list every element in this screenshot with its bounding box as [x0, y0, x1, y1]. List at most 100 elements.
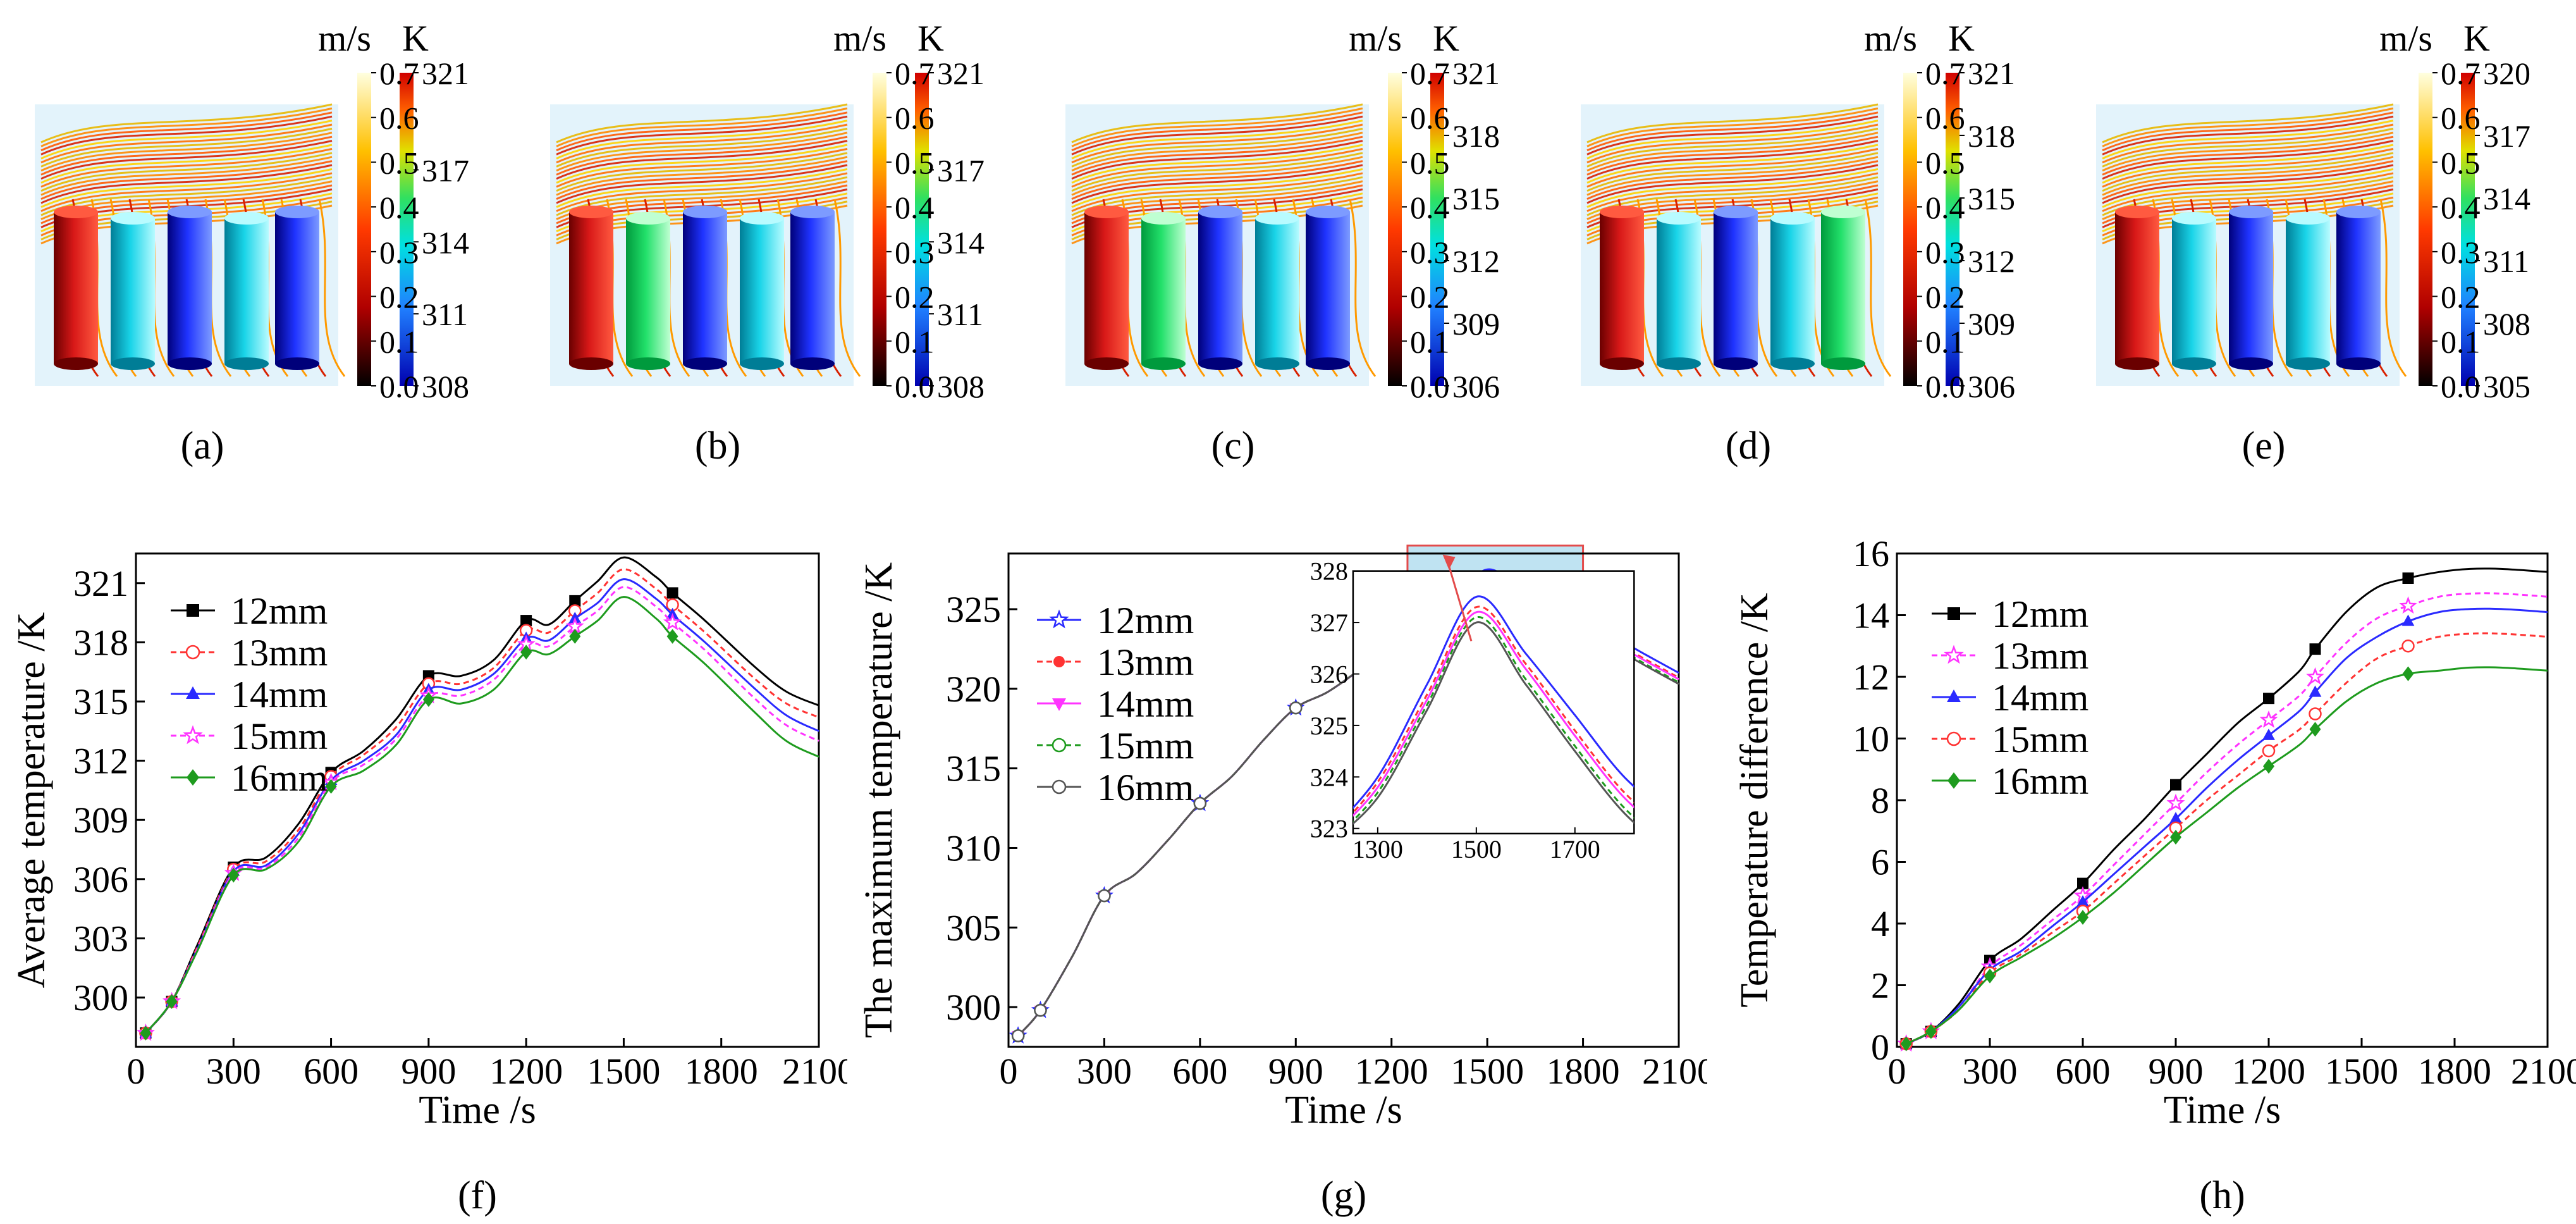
streamline	[2102, 152, 2394, 192]
series-line	[1906, 666, 2548, 1045]
battery-cell-bottom	[111, 357, 155, 370]
streamline	[1071, 156, 1363, 196]
battery-cell-top	[1657, 212, 1701, 225]
data-point	[2076, 895, 2089, 907]
battery-cell-top	[2172, 212, 2216, 225]
velocity-tick-label: 0.5	[895, 145, 935, 180]
battery-cell-bottom	[224, 357, 269, 370]
data-point	[2169, 812, 2182, 824]
series-line	[145, 556, 819, 1034]
streamline	[1586, 172, 1879, 213]
data-point	[1193, 796, 1207, 810]
streamline	[2102, 140, 2394, 180]
data-point	[2402, 666, 2414, 681]
inset-y-tick-label: 323	[1310, 815, 1348, 843]
streamline	[40, 144, 333, 184]
battery-cell	[111, 218, 155, 364]
streamline	[2102, 168, 2394, 208]
velocity-tick-label: 0.4	[2441, 190, 2481, 225]
battery-cell-bottom	[1770, 357, 1815, 370]
sim-panel-d: m/s K 0.7 0.6 0.5 0.4 0.3 0.2 0.1 0.0 321 318 315 312…	[1546, 0, 2061, 493]
temperature-tick-label: 314	[422, 225, 469, 260]
battery-cell-bottom	[569, 357, 613, 370]
velocity-unit: m/s	[833, 18, 886, 59]
battery-cell-bottom	[1084, 357, 1129, 370]
legend-label: 16mm	[231, 757, 328, 799]
chart-f-group: 0 300 600 900 1200 1500 1800 2100 300 303 306 309 31…	[10, 552, 847, 1132]
battery-cell-bottom	[1821, 357, 1865, 370]
streamline	[556, 127, 848, 168]
streamline	[40, 147, 333, 188]
temperature-colorbar	[2461, 73, 2475, 386]
streamline	[1071, 123, 1363, 164]
battery-cell-top	[790, 206, 835, 218]
data-point	[1034, 1003, 1047, 1017]
data-point	[1098, 889, 1111, 903]
y-tick-label: 6	[1871, 842, 1889, 883]
plot-frame	[135, 552, 820, 1048]
streamline	[2102, 107, 2394, 147]
sim-label-b: (b)	[694, 424, 741, 467]
battery-cell-top	[1600, 206, 1644, 218]
streamline	[2102, 132, 2394, 172]
battery-cell-bottom	[54, 357, 98, 370]
legend-marker	[1052, 738, 1067, 753]
velocity-tick-label: 0.3	[1925, 235, 1965, 270]
temperature-tick-label: 317	[937, 152, 984, 188]
legend-label: 15mm	[231, 715, 328, 757]
x-tick-label: 600	[1172, 1051, 1227, 1092]
streamline	[2102, 160, 2394, 200]
streamline	[1071, 152, 1363, 192]
streamline	[1071, 111, 1363, 152]
series-line	[145, 596, 819, 1034]
battery-cell-bottom	[1255, 357, 1299, 370]
battery-cell-top	[1084, 206, 1129, 218]
series-line	[1906, 632, 2548, 1045]
temperature-tick-label: 314	[937, 225, 984, 260]
series-line	[1906, 592, 2548, 1045]
battery-cell-top	[275, 206, 319, 218]
sim-panel-e: m/s K 0.7 0.6 0.5 0.4 0.3 0.2 0.1 0.0 320 317 314 311…	[2061, 0, 2576, 493]
legend-label: 13mm	[1097, 641, 1194, 683]
velocity-tick-label: 0.3	[2441, 235, 2481, 270]
streamline	[40, 160, 333, 200]
inset-series-line	[1352, 621, 1635, 825]
data-point	[2170, 829, 2181, 845]
battery-cell	[1306, 212, 1350, 364]
series-16mm	[140, 596, 819, 1041]
temperature-unit: K	[2463, 18, 2490, 59]
y-tick-label: 305	[946, 907, 1001, 948]
battery-cell-top	[2336, 206, 2381, 218]
velocity-tick-label: 0.6	[379, 101, 419, 136]
streamline	[556, 123, 848, 164]
streamline	[1586, 156, 1879, 196]
streamline	[556, 156, 848, 196]
chart-panel-label: (f)	[458, 1174, 497, 1217]
chart-average-temperature: 0 300 600 900 1200 1500 1800 2100 300 303 306 309 31…	[10, 552, 847, 1217]
velocity-tick-label: 0.6	[2441, 101, 2481, 136]
legend-marker	[185, 645, 200, 660]
temperature-unit: K	[917, 18, 944, 59]
temperature-tick-label: 312	[1452, 244, 1500, 279]
inset-series-line	[1352, 616, 1635, 822]
data-point	[2309, 685, 2322, 697]
streamline	[2102, 135, 2394, 176]
streamline	[556, 152, 848, 192]
inset-x-tick-label: 1300	[1352, 835, 1403, 863]
y-tick-label: 310	[946, 827, 1001, 869]
data-point	[520, 615, 532, 627]
battery-cell-bottom	[626, 357, 670, 370]
battery-cell-top	[1714, 206, 1758, 218]
temperature-tick-label: 312	[1968, 244, 2015, 279]
x-tick-label: 1500	[587, 1051, 660, 1092]
data-point	[2263, 758, 2274, 774]
streamline	[1586, 144, 1879, 184]
streamline	[40, 127, 333, 168]
streamline	[1071, 172, 1363, 213]
x-tick-label: 1800	[685, 1051, 758, 1092]
battery-cell	[683, 212, 727, 364]
x-tick-label: 1800	[2418, 1051, 2491, 1092]
battery-cell-top	[111, 212, 155, 225]
streamline	[40, 132, 333, 172]
velocity-tick-label: 0.2	[379, 280, 419, 315]
